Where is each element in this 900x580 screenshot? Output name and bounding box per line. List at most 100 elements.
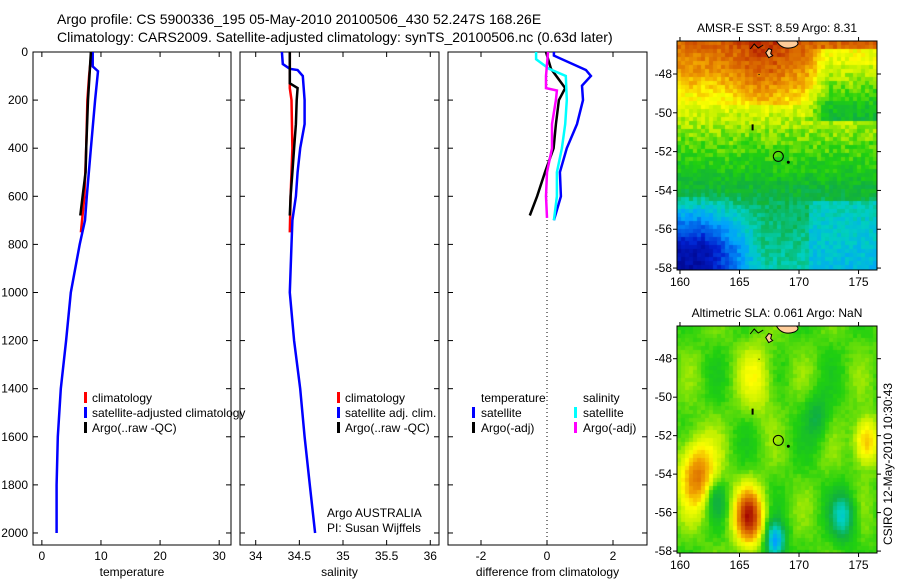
x-tick-label: 34 [249,549,263,563]
x-tick-label: 20 [153,549,167,563]
credit-line2: PI: Susan Wijffels [327,521,421,535]
auckland-islands [751,408,754,415]
y-tick-label: -52 [655,429,673,443]
y-tick-label: -50 [655,106,673,120]
x-tick-label: 30 [212,549,226,563]
y-tick-label: 1400 [1,382,28,396]
legend-label: satellite adj. clim. [345,406,436,420]
figure-title-line1: Argo profile: CS 5900336_195 05-May-2010… [57,11,541,27]
map-frame [676,325,878,554]
y-tick-label: -56 [655,506,673,520]
x-tick-label: 175 [849,558,869,572]
x-tick-label: 35 [336,549,350,563]
map-frame [676,40,878,271]
x-tick-label: 35.5 [375,549,399,563]
x-tick-label: 36 [424,549,438,563]
x-tick-label: 165 [729,558,749,572]
y-tick-label: 1800 [1,478,28,492]
legend-label: satellite-adjusted climatology [92,406,245,420]
series-line-temperature-satellite [552,52,593,221]
x-tick-label: 34.5 [288,549,312,563]
landmass-coast [775,325,799,334]
y-tick-label: 1000 [1,285,28,299]
snares-islands [758,73,760,75]
legend-swatch-climatology [337,392,340,403]
coastline [749,328,764,335]
y-tick-label: 1200 [1,334,28,348]
axes-box [32,51,232,546]
legend-label: satellite [583,406,624,420]
temperature-panel: 0 10 20 30 0 200 400 600 800 1000 1200 1400 1600 1800… [1,45,232,579]
stewart-island [765,48,774,59]
x-tick-label: 165 [729,275,749,289]
x-tick-label: 160 [670,275,690,289]
y-tick-label: -54 [655,467,673,481]
map-title: Altimetric SLA: 0.061 Argo: NaN [692,306,863,320]
y-tick-label: -48 [655,352,673,366]
series-line-salinity-satellite [534,52,569,221]
landmass-coast [775,40,799,49]
temperature-legend: climatology satellite-adjusted climatolo… [84,391,245,435]
series-line-temperature-argo-adj- [528,51,567,216]
y-tick-label: -50 [655,390,673,404]
legend-swatch-argo [84,422,87,433]
x-tick-label: 160 [670,558,690,572]
x-tick-label: 0 [544,549,551,563]
y-tick-label: -48 [655,67,673,81]
legend-label: climatology [92,391,152,405]
difference-legend: temperature salinity satellite Argo(-adj… [472,391,636,435]
x-axis-label: temperature [100,565,165,579]
axes-box [447,51,648,546]
y-tick-label: 600 [8,189,28,203]
salinity-legend: climatology satellite adj. clim. Argo(..… [327,391,436,535]
legend-label: satellite [481,406,522,420]
y-tick-label: -58 [655,261,673,275]
y-tick-label: 400 [8,141,28,155]
x-tick-label: -2 [476,549,487,563]
x-tick-label: 170 [789,558,809,572]
footer-timestamp: CSIRO 12-May-2010 10:30:43 [881,383,895,545]
sst-map-image [677,41,877,270]
y-tick-label: -56 [655,222,673,236]
sst-map-panel: AMSR-E SST: 8.59 Argo: 8.31 160 165 170 175 -… [655,21,881,289]
legend-swatch-temp-satellite [472,407,475,418]
legend-swatch-satellite [84,407,87,418]
legend-header-salinity: salinity [583,391,620,405]
stewart-island [765,332,774,344]
legend-label: Argo(..raw -QC) [345,421,430,435]
x-tick-label: 2 [610,549,617,563]
y-tick-label: -58 [655,544,673,558]
x-tick-label: 175 [849,275,869,289]
credit-line1: Argo AUSTRALIA [327,506,422,520]
legend-label: Argo(-adj) [583,421,636,435]
campbell-island [786,444,790,448]
series-line-argo-raw-qc- [79,51,93,216]
sla-map-panel: Altimetric SLA: 0.061 Argo: NaN 160 165 170… [655,306,881,572]
y-tick-label: 1600 [1,430,28,444]
legend-label: Argo(..raw -QC) [92,421,177,435]
y-tick-label: 200 [8,93,28,107]
y-tick-label: -54 [655,183,673,197]
y-tick-label: 800 [8,237,28,251]
legend-swatch-satellite [337,407,340,418]
legend-label: Argo(-adj) [481,421,534,435]
legend-header-temperature: temperature [481,391,546,405]
snares-islands [758,358,760,360]
map-title: AMSR-E SST: 8.59 Argo: 8.31 [697,21,857,35]
axes-box [239,51,440,546]
salinity-panel: 34 34.5 35 35.5 36 salinity [239,51,440,579]
argo-position-marker [772,434,784,446]
x-tick-label: 10 [94,549,108,563]
legend-swatch-temp-argo [472,422,475,433]
sla-map-image [677,326,877,553]
y-tick-label: 0 [21,45,28,59]
x-tick-label: 0 [39,549,46,563]
coastline [749,43,764,50]
legend-swatch-argo [337,422,340,433]
x-tick-label: 170 [789,275,809,289]
legend-swatch-sal-satellite [574,407,577,418]
figure-title-line2: Climatology: CARS2009. Satellite-adjuste… [57,29,613,45]
series-line-satellite-adj-clim- [280,51,317,534]
y-tick-label: -52 [655,145,673,159]
